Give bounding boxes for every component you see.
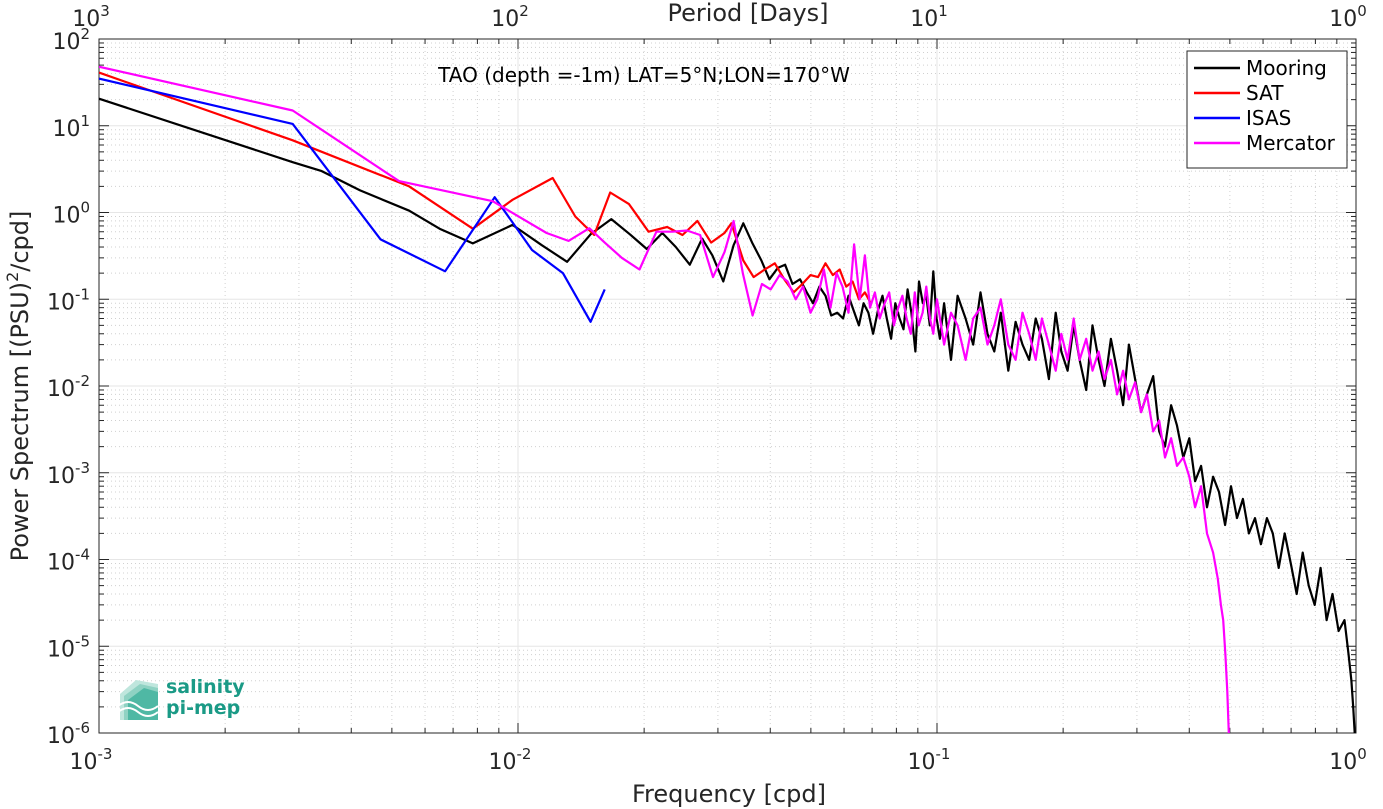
salinity-pi-mep-logo: salinity pi-mep <box>117 676 245 720</box>
series-line-sat <box>99 71 872 304</box>
legend-label-mercator: Mercator <box>1246 131 1336 155</box>
series-line-mooring <box>99 97 1356 733</box>
wave-icon <box>117 680 159 720</box>
top-tick-label: 101 <box>910 2 948 32</box>
series-line-isas <box>99 77 606 323</box>
legend-label-sat: SAT <box>1246 81 1284 105</box>
y-axis-title: Power Spectrum [(PSU)2/cpd] <box>3 211 34 562</box>
top-tick-label: 103 <box>72 2 110 32</box>
y-tick-label: 102 <box>52 25 90 55</box>
legend-label-isas: ISAS <box>1246 106 1291 130</box>
series-line-mercator <box>99 65 1230 733</box>
y-tick-label: 10-6 <box>47 719 90 749</box>
y-tick-label: 10-2 <box>47 372 90 402</box>
legend-box <box>1186 50 1348 169</box>
x-tick-label: 10-2 <box>489 745 532 775</box>
x-tick-label: 10-1 <box>908 745 951 775</box>
grid <box>98 39 1356 734</box>
top-axis-title: Period [Days] <box>667 0 828 27</box>
y-tick-label: 10-5 <box>47 632 90 662</box>
x-tick-label: 10-3 <box>70 745 113 775</box>
y-tick-label: 10-4 <box>47 546 90 576</box>
x-tick-label: 100 <box>1329 745 1367 775</box>
top-tick-label: 102 <box>491 2 529 32</box>
legend-label-mooring: Mooring <box>1246 56 1327 80</box>
logo-text-line2: pi-mep <box>166 697 240 719</box>
x-axis-title: Frequency [cpd] <box>632 780 826 808</box>
y-tick-label: 10-3 <box>47 459 90 489</box>
top-tick-label: 100 <box>1329 2 1367 32</box>
y-tick-label: 10-1 <box>47 285 90 315</box>
series-group <box>99 65 1356 733</box>
y-tick-label: 101 <box>52 112 90 142</box>
logo-text-line1: salinity <box>166 676 245 698</box>
y-tick-label: 100 <box>52 199 90 229</box>
chart-title: TAO (depth =-1m) LAT=5°N;LON=170°W <box>437 63 850 87</box>
